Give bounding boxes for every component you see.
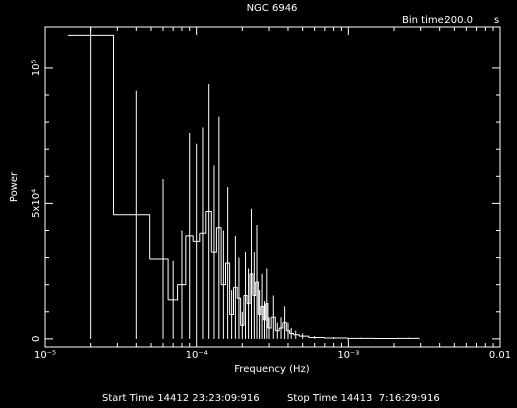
step bbox=[250, 273, 254, 296]
x-tick-label: 10⁻⁴ bbox=[186, 350, 208, 361]
start-time: Start Time 14412 23:23:09:916 bbox=[102, 393, 260, 404]
step bbox=[199, 211, 207, 234]
bin-time-label: Bin time: bbox=[402, 15, 447, 26]
step bbox=[229, 287, 235, 315]
step bbox=[308, 337, 325, 339]
y-tick-label: 0 bbox=[31, 336, 42, 342]
step bbox=[233, 286, 238, 299]
plot-area bbox=[67, 27, 420, 339]
step bbox=[240, 295, 245, 326]
step bbox=[225, 262, 231, 315]
stop-time: Stop Time 14413 7:16:29:916 bbox=[287, 393, 440, 404]
step bbox=[279, 322, 284, 329]
step bbox=[282, 322, 287, 331]
step bbox=[113, 214, 151, 259]
step bbox=[299, 335, 310, 338]
step bbox=[67, 34, 114, 215]
x-tick-label: 0.01 bbox=[489, 350, 511, 361]
y-tick-label: 5x10⁴ bbox=[31, 189, 42, 218]
step bbox=[247, 273, 251, 305]
x-tick-label: 10⁻⁵ bbox=[34, 350, 56, 361]
step bbox=[193, 233, 201, 242]
step bbox=[205, 211, 212, 253]
y-tick-label: 10⁵ bbox=[31, 60, 42, 77]
step bbox=[271, 316, 276, 331]
step bbox=[211, 227, 217, 253]
bin-time-unit: s bbox=[494, 15, 499, 26]
chart-title: NGC 6946 bbox=[247, 3, 298, 14]
step bbox=[293, 334, 300, 337]
step bbox=[168, 284, 179, 301]
x-tick-label: 10⁻³ bbox=[337, 350, 359, 361]
step bbox=[237, 297, 242, 326]
plot-frame bbox=[44, 26, 501, 348]
step bbox=[185, 235, 194, 242]
step bbox=[216, 227, 222, 285]
step bbox=[286, 330, 291, 334]
step bbox=[275, 328, 280, 332]
y-axis-title: Power bbox=[9, 171, 20, 202]
bin-time-value: 200.0 bbox=[444, 15, 473, 26]
step bbox=[177, 235, 187, 286]
x-axis-title: Frequency (Hz) bbox=[234, 364, 310, 375]
step bbox=[243, 295, 248, 304]
step bbox=[149, 258, 169, 300]
step bbox=[221, 263, 226, 286]
